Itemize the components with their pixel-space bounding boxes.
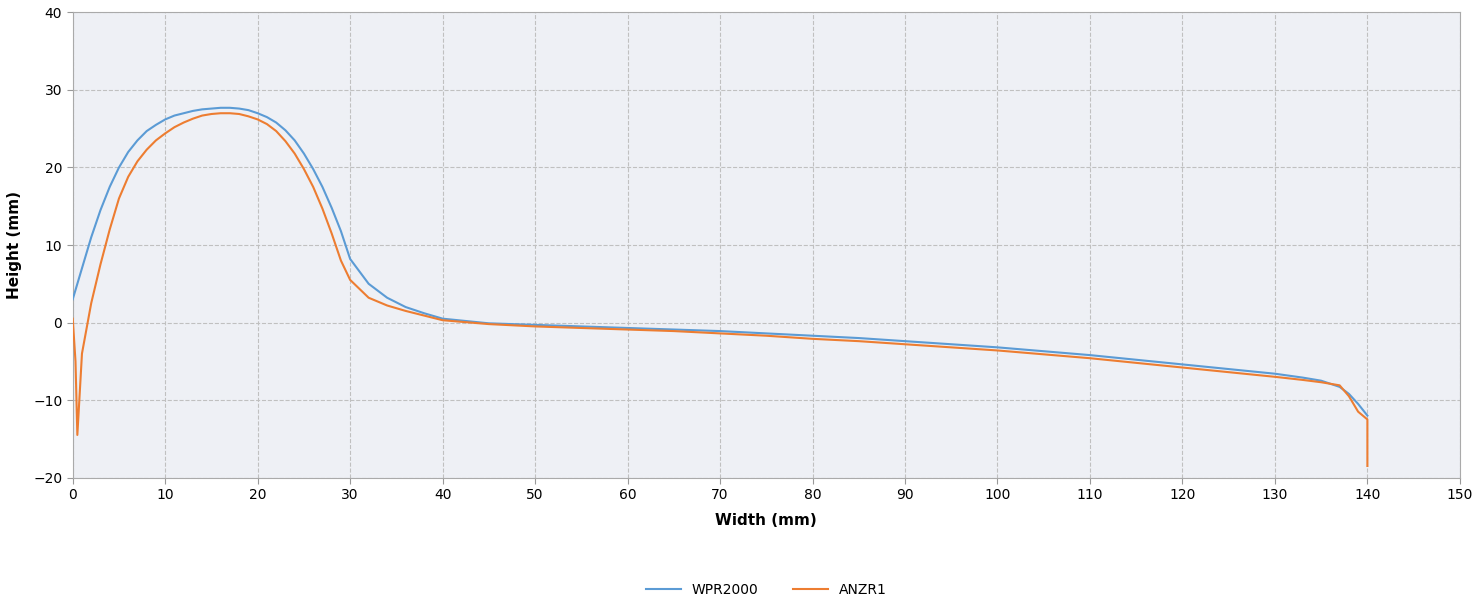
WPR2000 [212,104,229,112]
Line: ANZR1: ANZR1 [73,113,1368,466]
WPR2000 [203,105,221,112]
X-axis label: Width (mm): Width (mm) [715,513,817,528]
WPR2000 [231,105,249,112]
WPR2000 [249,110,266,117]
ANZR1 [665,328,682,335]
WPR2000 [573,323,591,330]
ANZR1 [295,165,312,173]
ANZR1 [120,173,138,180]
WPR2000 [157,116,175,123]
ANZR1 [64,315,81,322]
WPR2000 [1359,412,1376,419]
ANZR1 [342,276,360,284]
WPR2000 [64,296,81,303]
ANZR1 [416,312,434,319]
Y-axis label: Height (mm): Height (mm) [7,191,22,299]
WPR2000 [258,113,275,121]
ANZR1 [619,326,636,333]
Line: WPR2000: WPR2000 [73,108,1368,416]
ANZR1 [1359,463,1376,470]
Legend: WPR2000, ANZR1: WPR2000, ANZR1 [641,577,892,597]
ANZR1 [212,110,229,117]
